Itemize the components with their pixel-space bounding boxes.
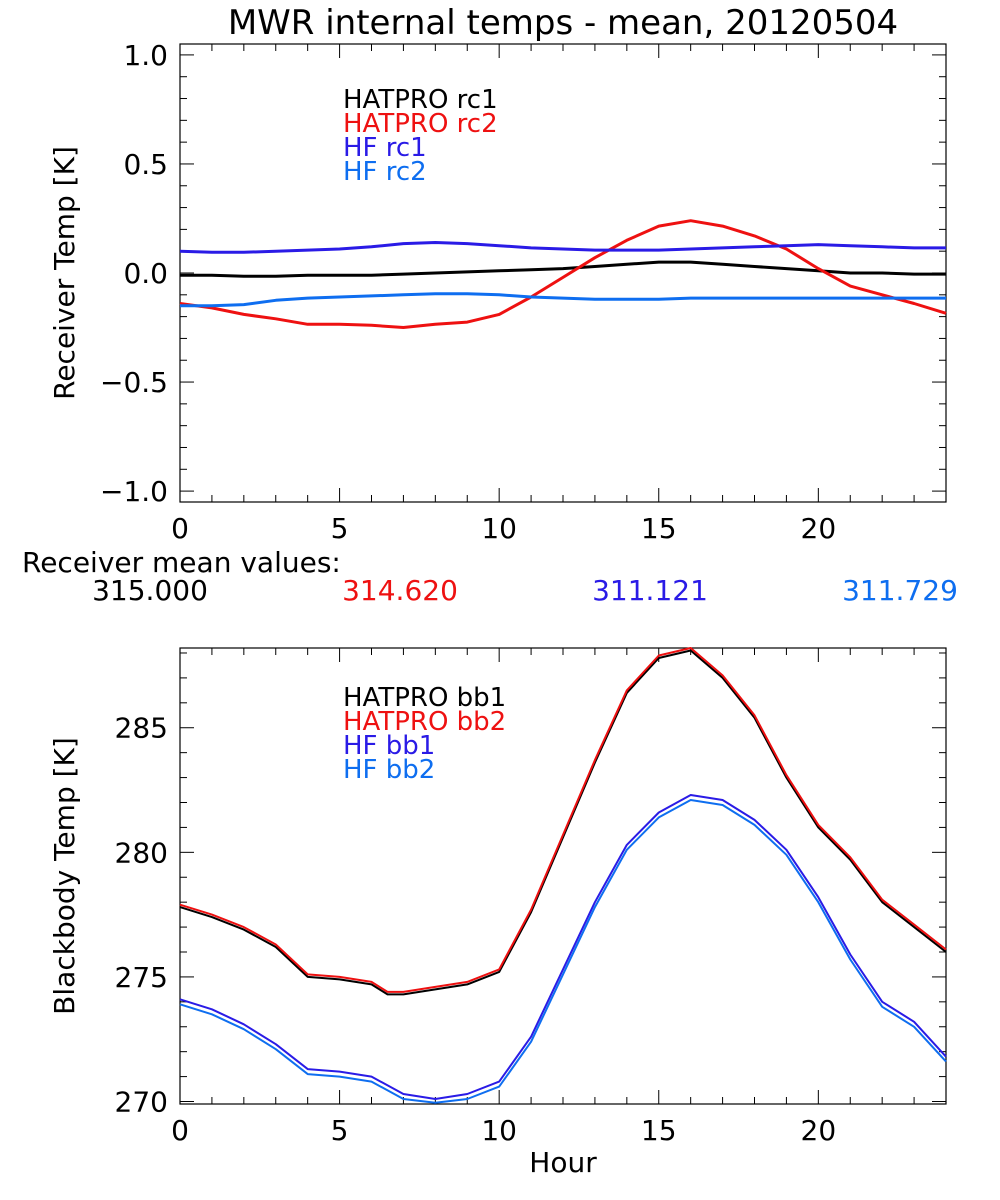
chart-title: MWR internal temps - mean, 20120504 [228, 3, 898, 43]
x-tick-label: 0 [171, 1114, 189, 1147]
y-tick-label: 1.0 [123, 39, 168, 72]
legend-entry-hatpro-bb2: HATPRO bb2 [343, 707, 506, 737]
series-line-hatpro-bb1 [179, 649, 947, 996]
x-tick-label: 5 [331, 512, 349, 545]
blackbody-temp-panel: 0 5 10 15 20 270 275 280 285 Blackbody Temp [K] Ho… [48, 647, 947, 1179]
series-line-hf-bb1 [179, 794, 947, 1100]
receiver-mean-label: Receiver mean values: [22, 546, 341, 579]
legend-entry-hf-bb1: HF bb1 [343, 731, 435, 761]
x-axis-label: Hour [529, 1146, 597, 1179]
x-tick-label: 20 [801, 512, 837, 545]
receiver-mean-value-1: 315.000 [92, 574, 208, 607]
plot-frame [179, 647, 947, 1105]
legend-entry-hf-bb2: HF bb2 [343, 755, 435, 785]
x-tick-label: 15 [641, 1114, 677, 1147]
legend-entry-hatpro-rc2: HATPRO rc2 [343, 109, 498, 139]
y-tick-label: −0.5 [100, 366, 168, 399]
y-tick-label: 280 [115, 836, 168, 869]
series-line-hf-bb2 [179, 799, 947, 1104]
x-tick-label: 20 [801, 1114, 837, 1147]
series-line-hf-rc2 [180, 292, 946, 308]
x-tick-label: 5 [331, 1114, 349, 1147]
y-tick-label: 285 [115, 712, 168, 745]
y-tick-label: 270 [115, 1086, 168, 1119]
y-tick-label: −1.0 [100, 475, 168, 508]
legend-entry-hatpro-bb1: HATPRO bb1 [343, 683, 506, 713]
legend-entry-hatpro-rc1: HATPRO rc1 [343, 85, 498, 115]
x-tick-label: 15 [641, 512, 677, 545]
x-tick-label: 10 [481, 1114, 517, 1147]
y-axis-label: Blackbody Temp [K] [48, 737, 81, 1015]
y-tick-label: 0.5 [123, 148, 168, 181]
y-tick-label: 275 [115, 961, 168, 994]
y-axis-label: Receiver Temp [K] [48, 146, 81, 400]
series-line-hatpro-rc1 [180, 260, 946, 278]
series-line-hatpro-rc2 [179, 219, 947, 329]
legend-entry-hf-rc2: HF rc2 [343, 157, 427, 187]
x-tick-label: 10 [481, 512, 517, 545]
series-line-hf-rc1 [179, 241, 946, 254]
legend-entry-hf-rc1: HF rc1 [343, 133, 427, 163]
series-line-hatpro-bb2 [179, 647, 947, 993]
receiver-temp-panel: 0 5 10 15 20 −1.0 −0.5 0.0 0.5 1.0 Receiver Temp [… [48, 39, 947, 545]
y-tick-label: 0.0 [123, 257, 168, 290]
receiver-mean-value-4: 311.729 [842, 574, 958, 607]
x-tick-label: 0 [171, 512, 189, 545]
receiver-mean-value-2: 314.620 [342, 574, 458, 607]
receiver-mean-value-3: 311.121 [592, 574, 708, 607]
